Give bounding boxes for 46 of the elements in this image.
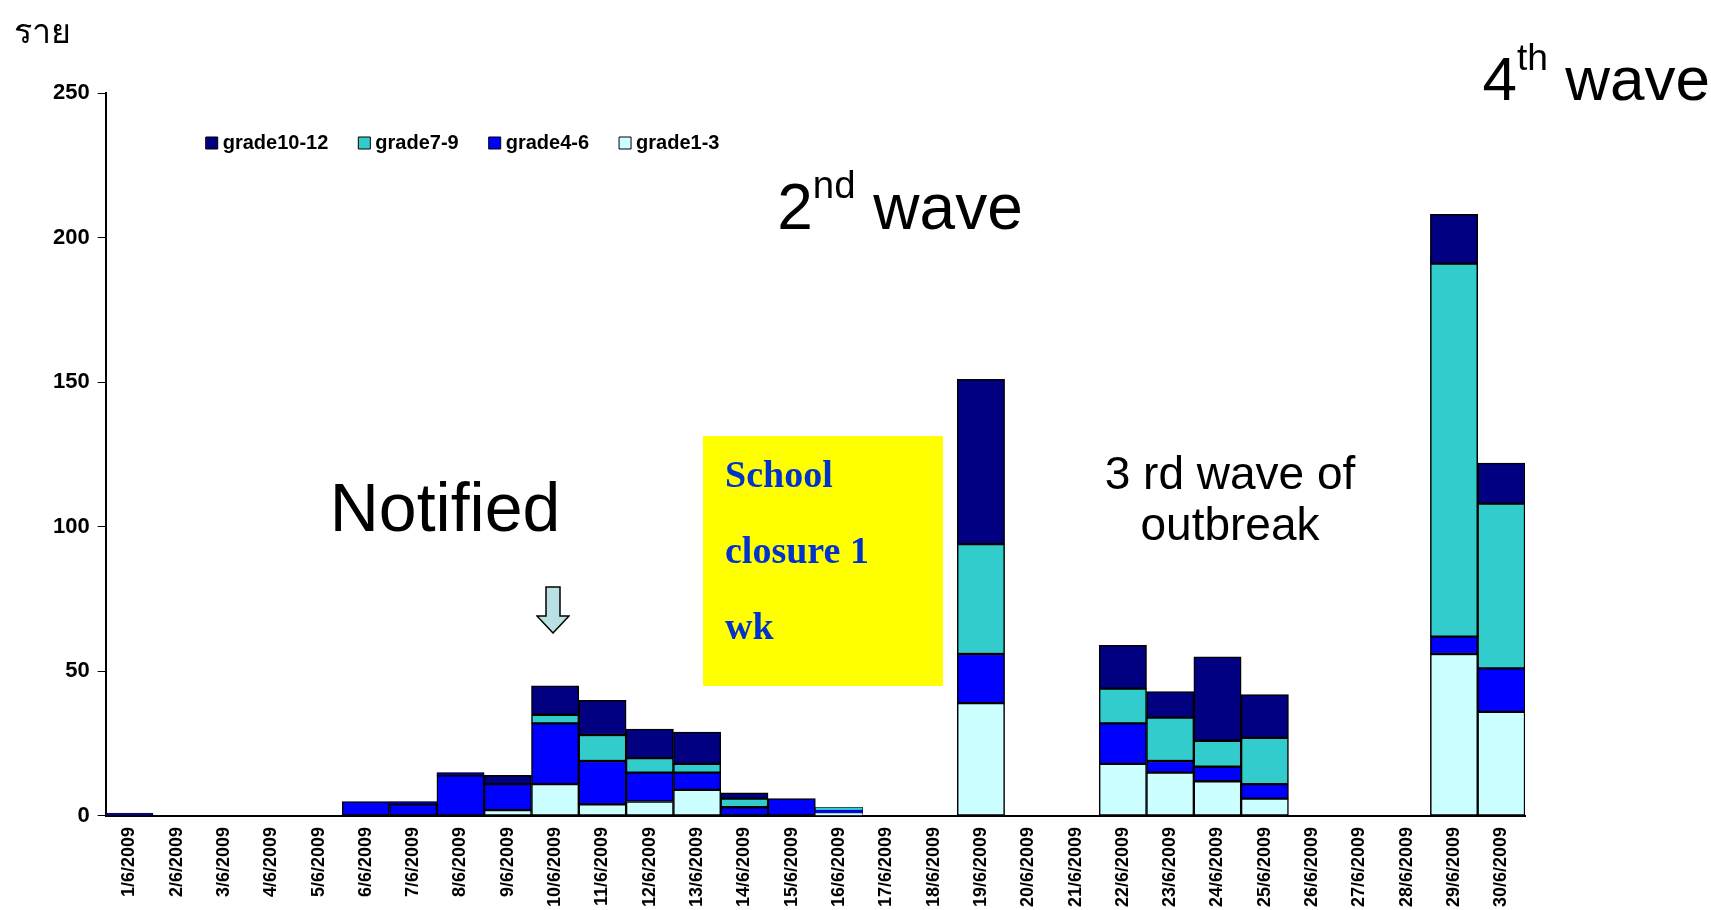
x-tick-label: 3/6/2009 [212, 826, 233, 897]
x-tick-label: 23/6/2009 [1159, 826, 1180, 907]
x-tick-label: 28/6/2009 [1395, 826, 1416, 907]
x-tick-label: 9/6/2009 [496, 826, 517, 897]
x-tick-label: 7/6/2009 [402, 826, 423, 897]
x-tick-label: 10/6/2009 [544, 826, 565, 907]
x-tick-label: 5/6/2009 [307, 826, 328, 897]
x-tick-label: 16/6/2009 [827, 826, 848, 907]
y-tick-label: 150 [52, 368, 90, 394]
x-tick-label: 27/6/2009 [1348, 826, 1369, 907]
x-tick-label: 24/6/2009 [1206, 826, 1227, 907]
x-tick-label: 13/6/2009 [686, 826, 707, 907]
x-tick-label: 15/6/2009 [780, 826, 801, 907]
x-tick-label: 20/6/2009 [1017, 826, 1038, 907]
y-tick-label: 200 [52, 223, 90, 249]
y-tick-label: 100 [52, 512, 90, 538]
y-tick-label: 50 [65, 657, 90, 683]
y-axis-title: ราย [14, 10, 71, 53]
x-tick-label: 30/6/2009 [1490, 826, 1511, 907]
x-tick-label: 21/6/2009 [1064, 826, 1085, 907]
x-tick-label: 18/6/2009 [922, 826, 943, 907]
x-tick-label: 12/6/2009 [638, 826, 659, 907]
x-tick-label: 17/6/2009 [875, 826, 896, 907]
annotation: School closure 1 wk [703, 436, 943, 686]
annotation: 2$^{nd}$ wave [776, 163, 1024, 243]
legend-label: grade7-9 [375, 130, 459, 153]
x-tick-label: 6/6/2009 [354, 826, 375, 897]
x-tick-label: 4/6/2009 [260, 826, 281, 897]
annotation: 3 rd wave of outbreak [1103, 447, 1357, 550]
x-tick-label: 22/6/2009 [1111, 826, 1132, 907]
x-tick-label: 2/6/2009 [165, 826, 186, 897]
legend-label: grade4-6 [505, 130, 590, 153]
legend-label: grade10-12 [222, 130, 329, 153]
x-tick-label: 26/6/2009 [1301, 826, 1322, 907]
x-tick-label: 14/6/2009 [733, 826, 754, 907]
x-tick-label: 19/6/2009 [969, 826, 990, 907]
x-tick-label: 8/6/2009 [449, 826, 470, 897]
x-tick-label: 25/6/2009 [1253, 826, 1274, 907]
y-tick-label: 0 [77, 801, 90, 827]
x-tick-label: 29/6/2009 [1443, 826, 1463, 907]
annotation: 4$^{th}$ wave [1481, 36, 1710, 114]
annotation: Notified [328, 469, 562, 545]
y-tick-label: 250 [52, 79, 90, 105]
x-tick-label: 1/6/2009 [118, 826, 139, 897]
legend-label: grade1-3 [636, 130, 720, 153]
x-tick-label: 11/6/2009 [591, 826, 612, 907]
